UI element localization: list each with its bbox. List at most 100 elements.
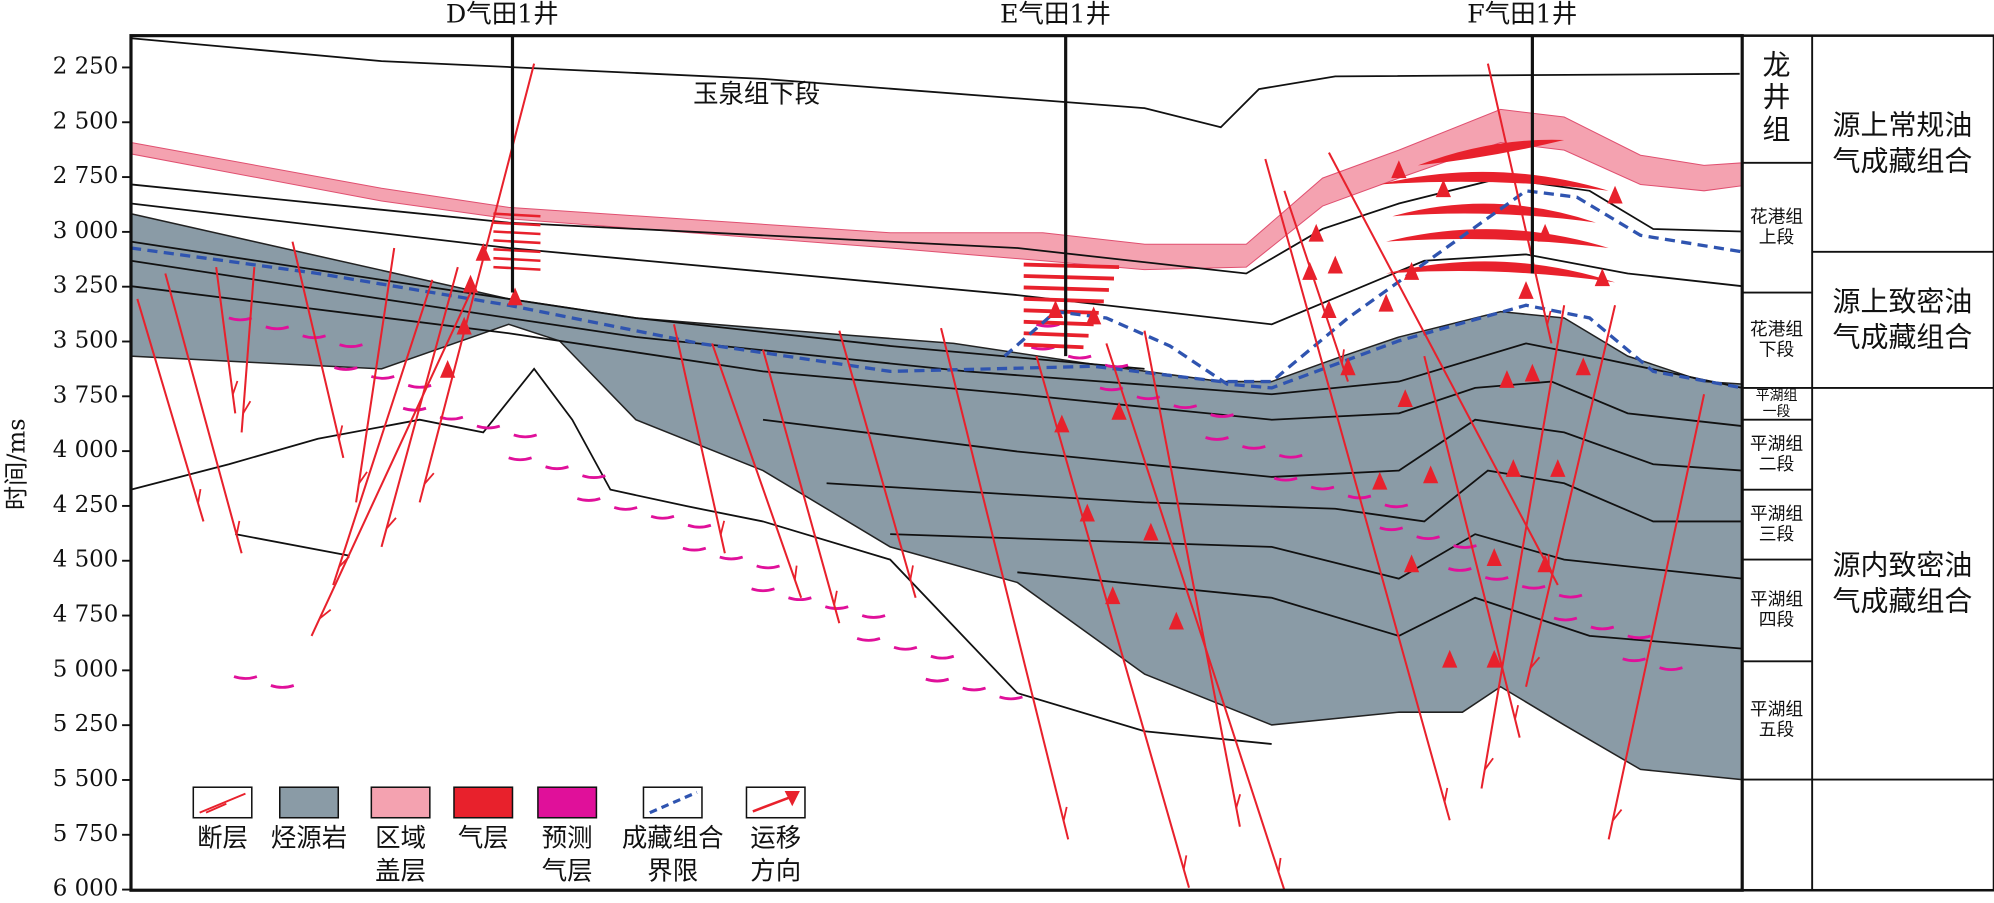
- predicted-gas: [513, 433, 538, 439]
- legend-label: 界限: [647, 855, 698, 885]
- well-label: F气田1井: [1467, 0, 1577, 28]
- y-tick-label: 2 500: [53, 108, 118, 134]
- predicted-gas: [719, 555, 744, 561]
- fault-arrow: [793, 565, 798, 580]
- assemblage-label: 源内致密油: [1833, 549, 1973, 582]
- strat-label: 平湖组: [1750, 433, 1804, 454]
- fault: [240, 267, 256, 433]
- y-axis-label: 时间/ms: [2, 418, 30, 510]
- gas-layer: [1386, 229, 1609, 249]
- legend-boundary: [649, 790, 698, 815]
- gas-layer: [1417, 139, 1565, 166]
- migration-arrow: [1047, 300, 1064, 318]
- predicted-gas: [1627, 634, 1652, 640]
- migration-arrow: [1537, 554, 1553, 573]
- fault-arrow: [1277, 857, 1282, 873]
- fault: [711, 343, 803, 599]
- y-tick-label: 3 250: [53, 273, 118, 299]
- predicted-gas: [1553, 616, 1578, 622]
- fault-arrow: [235, 520, 241, 536]
- horizon: [890, 533, 1743, 580]
- y-tick-label: 5 250: [53, 711, 118, 737]
- legend-swatch: [453, 786, 514, 819]
- fault: [1328, 152, 1559, 586]
- legend-label: 方向: [750, 855, 801, 885]
- predicted-gas: [824, 605, 849, 610]
- migration-arrow: [1537, 223, 1553, 242]
- predicted-gas: [861, 614, 886, 619]
- legend-label: 区域: [375, 822, 426, 852]
- fault: [1143, 330, 1241, 827]
- migration-arrow: [1499, 370, 1515, 388]
- strat-label: 龙: [1763, 49, 1791, 82]
- migration-arrow: [1575, 357, 1591, 376]
- gas-layer: [1379, 171, 1609, 191]
- fault: [310, 292, 472, 637]
- legend-migration: [752, 796, 791, 813]
- predicted-gas: [687, 523, 712, 529]
- predicted-gas: [1453, 544, 1477, 549]
- predicted-gas: [925, 677, 950, 683]
- migration-arrow: [1086, 306, 1102, 325]
- predicted-gas: [999, 695, 1023, 701]
- assemblage-label: 气成藏组合: [1833, 320, 1973, 353]
- fault: [355, 247, 396, 503]
- migration-arrow: [1403, 554, 1420, 573]
- strat-label: 花港组: [1750, 206, 1804, 227]
- assemblage-label: 气成藏组合: [1833, 584, 1973, 617]
- horizon: [1017, 571, 1743, 650]
- y-tick-label: 2 250: [53, 53, 118, 79]
- migration-arrow: [1378, 293, 1394, 312]
- predicted-gas: [370, 375, 395, 380]
- gas-layer: [493, 248, 541, 254]
- migration-arrow: [475, 242, 491, 261]
- migration-arrow: [1486, 548, 1502, 566]
- fault-arrow: [242, 400, 252, 414]
- migration-arrow: [440, 359, 456, 378]
- legend-label: 预测: [542, 822, 593, 852]
- y-tick-label: 4 750: [53, 602, 118, 628]
- migration-arrow: [1505, 459, 1521, 477]
- predicted-gas: [1484, 576, 1509, 581]
- legend-label: 气层: [542, 855, 593, 885]
- fault-arrow: [833, 590, 838, 605]
- strat-label: 组: [1763, 113, 1791, 146]
- fault: [940, 327, 1070, 840]
- horizon: [130, 367, 1272, 745]
- fault: [1525, 305, 1617, 687]
- fault: [1480, 305, 1566, 789]
- predicted-gas: [545, 465, 569, 471]
- fault: [164, 273, 243, 554]
- fault: [1423, 355, 1521, 738]
- horizon: [235, 533, 350, 557]
- migration-arrow: [462, 274, 479, 293]
- fault-arrow: [231, 380, 239, 395]
- section: [130, 37, 1743, 891]
- y-tick-label: 2 750: [53, 163, 118, 189]
- strat-label: 三段: [1759, 524, 1795, 545]
- legend-fault: [205, 802, 227, 814]
- fault: [1486, 63, 1553, 344]
- fault: [291, 241, 345, 459]
- y-tick-label: 6 000: [53, 876, 118, 902]
- y-tick-label: 5 000: [53, 656, 118, 682]
- migration-arrow: [1079, 503, 1095, 522]
- fault-arrow: [1235, 793, 1241, 809]
- fault: [380, 266, 459, 548]
- strat-label: 五段: [1759, 720, 1795, 741]
- predicted-gas: [508, 456, 533, 462]
- predicted-gas: [581, 474, 606, 479]
- migration-arrow: [1054, 414, 1070, 433]
- fault: [838, 330, 917, 599]
- fault-arrow: [319, 609, 332, 620]
- horizon: [130, 259, 1743, 396]
- legend-label: 气层: [458, 822, 509, 852]
- legend-label: 盖层: [375, 855, 426, 885]
- strat-label: 四段: [1759, 610, 1795, 631]
- fault-arrow: [1546, 310, 1552, 326]
- migration-arrow: [1143, 522, 1159, 541]
- migration-arrow: [1524, 363, 1541, 382]
- predicted-gas: [233, 675, 258, 680]
- y-tick-label: 4 000: [53, 437, 118, 463]
- y-tick-label: 5 500: [53, 766, 118, 792]
